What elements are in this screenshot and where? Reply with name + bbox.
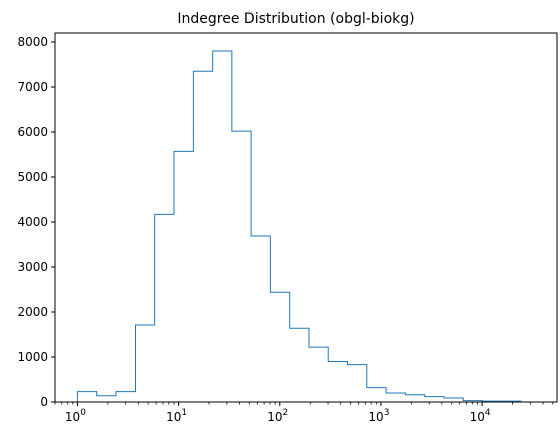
y-tick-label: 3000 (17, 260, 48, 274)
chart-title: Indegree Distribution (obgl-biokg) (177, 11, 414, 27)
y-tick-label: 6000 (17, 125, 48, 139)
y-tick-label: 4000 (17, 215, 48, 229)
y-tick-label: 5000 (17, 170, 48, 184)
y-tick-label: 8000 (17, 35, 48, 49)
x-tick-label: 102 (267, 408, 288, 424)
axes-frame (54, 32, 558, 403)
y-tick-label: 1000 (17, 350, 48, 364)
histogram-step-line (76, 50, 522, 402)
y-tick-label: 7000 (17, 80, 48, 94)
y-tick-label: 2000 (17, 305, 48, 319)
x-tick-label: 100 (65, 408, 86, 424)
plot-area (76, 50, 522, 402)
x-tick-label: 104 (470, 408, 491, 424)
x-tick-label: 101 (166, 408, 187, 424)
y-tick-label: 0 (40, 395, 48, 409)
y-axis: 0 1000 2000 3000 4000 5000 6000 7000 8000 (17, 35, 55, 409)
x-tick-label: 103 (368, 408, 389, 424)
x-axis: 100 101 102 103 104 (54, 402, 554, 424)
